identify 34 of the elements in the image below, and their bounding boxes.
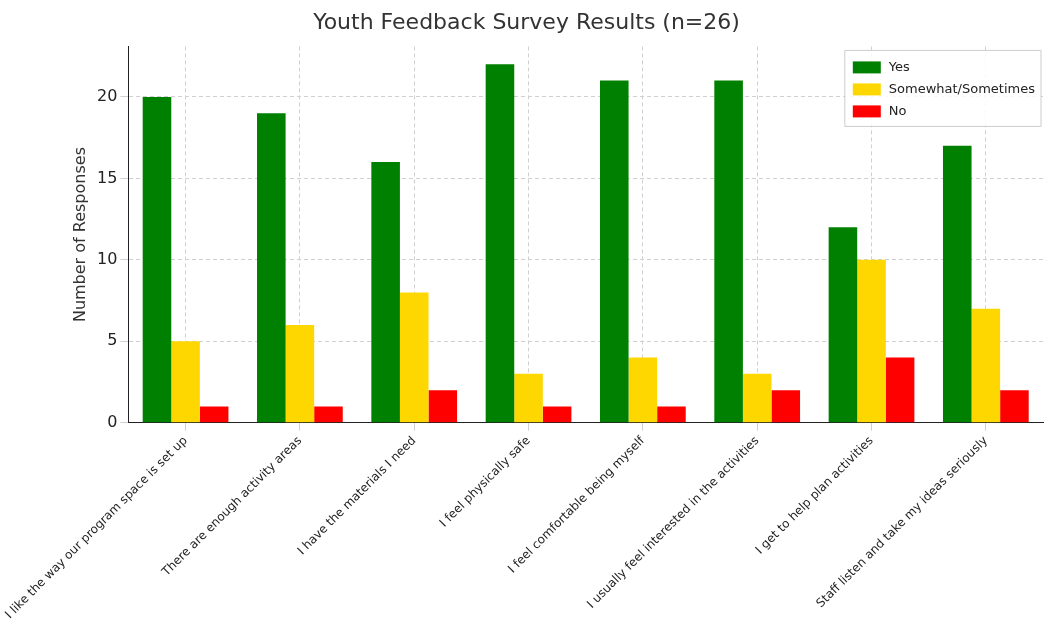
bar	[199, 406, 229, 423]
bar	[542, 406, 572, 423]
y-tick-label: 10	[97, 248, 118, 268]
bar	[828, 227, 858, 423]
bar	[857, 259, 886, 423]
bar	[171, 341, 200, 423]
chart-title: Youth Feedback Survey Results (n=26)	[312, 8, 740, 34]
y-tick-label: 15	[97, 167, 118, 187]
bar	[371, 162, 400, 423]
bar	[142, 96, 172, 423]
bar	[399, 292, 429, 423]
bar	[428, 390, 458, 423]
bar	[314, 406, 343, 423]
legend-label: No	[888, 102, 907, 118]
legend-label: Yes	[887, 58, 911, 74]
bar	[742, 373, 772, 423]
bar	[485, 64, 515, 423]
legend-label: Somewhat/Sometimes	[888, 80, 1036, 96]
bar	[285, 324, 315, 423]
bar	[657, 406, 686, 423]
bar	[714, 80, 743, 423]
bar	[942, 145, 972, 423]
bar	[257, 113, 286, 423]
bar	[1000, 390, 1029, 423]
bar	[971, 308, 1001, 423]
y-tick-label: 20	[97, 86, 118, 106]
bar	[771, 390, 801, 423]
bar	[885, 357, 915, 423]
y-tick-label: 0	[107, 411, 118, 431]
bar	[514, 373, 543, 423]
y-tick-label: 5	[107, 330, 118, 350]
bar	[628, 357, 658, 423]
y-axis-title: Number of Responses	[69, 147, 89, 323]
bar	[599, 80, 629, 423]
